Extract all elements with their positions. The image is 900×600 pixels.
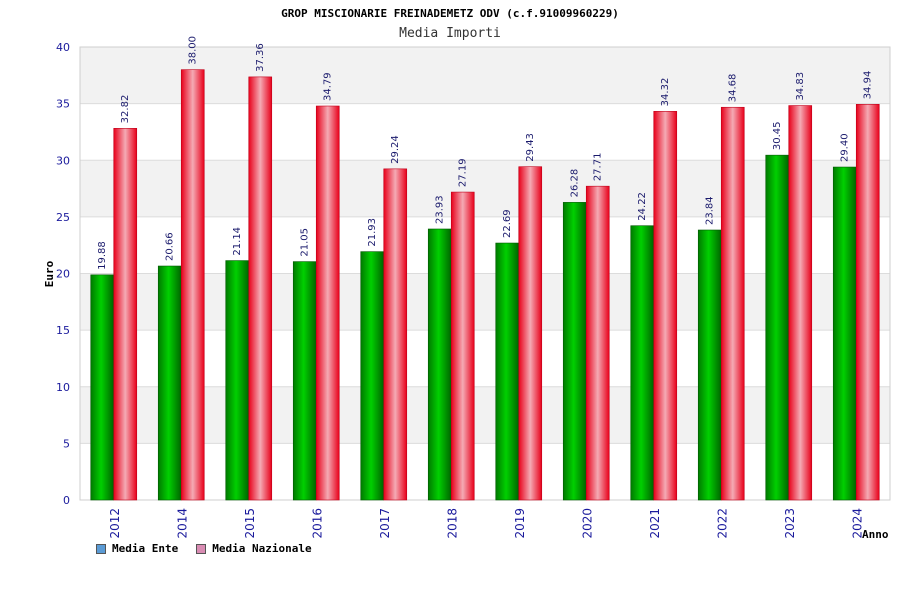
bar-media-nazionale xyxy=(855,104,880,501)
x-tick-label: 2022 xyxy=(715,508,729,539)
value-label: 34.32 xyxy=(660,78,671,107)
value-label: 32.82 xyxy=(120,95,131,124)
x-tick-label: 2017 xyxy=(378,508,392,539)
bar-media-nazionale xyxy=(248,76,273,501)
bar-media-ente xyxy=(495,242,520,501)
value-label: 29.24 xyxy=(390,135,401,164)
legend-item-media-ente: Media Ente xyxy=(96,542,178,555)
y-tick-label: 10 xyxy=(56,381,70,394)
bar-media-ente xyxy=(360,251,385,501)
legend: Media Ente Media Nazionale xyxy=(96,542,312,555)
value-label: 27.19 xyxy=(458,158,469,187)
plot-border xyxy=(79,46,891,501)
bar-media-nazionale xyxy=(315,105,340,501)
y-tick-label: 0 xyxy=(63,494,70,507)
value-label: 37.36 xyxy=(255,43,266,72)
grid-band xyxy=(80,160,890,217)
y-tick-label: 30 xyxy=(56,154,70,167)
x-tick-label: 2018 xyxy=(445,508,459,539)
x-tick-label: 2014 xyxy=(175,508,189,539)
value-label: 34.94 xyxy=(863,71,874,100)
value-label: 23.84 xyxy=(705,196,716,225)
value-label: 21.14 xyxy=(232,227,243,256)
value-label: 26.28 xyxy=(570,169,581,198)
y-tick-label: 5 xyxy=(63,437,70,450)
value-label: 22.69 xyxy=(502,209,513,238)
x-tick-label: 2023 xyxy=(783,508,797,539)
value-label: 19.88 xyxy=(97,241,108,270)
value-label: 21.05 xyxy=(300,228,311,257)
x-tick-label: 2012 xyxy=(108,508,122,539)
bar-media-nazionale xyxy=(585,185,610,501)
y-tick-label: 15 xyxy=(56,324,70,337)
x-tick-label: 2016 xyxy=(310,508,324,539)
x-tick-label: 2015 xyxy=(243,508,257,539)
y-axis-label: Euro xyxy=(43,260,56,287)
value-label: 23.93 xyxy=(435,195,446,224)
grid-band xyxy=(80,273,890,331)
bar-media-nazionale xyxy=(383,168,408,501)
value-label: 34.83 xyxy=(795,72,806,101)
bar-media-ente xyxy=(292,261,317,501)
legend-swatch-media-ente xyxy=(96,543,106,554)
chart-subtitle: Media Importi xyxy=(399,26,501,41)
grid-band xyxy=(80,47,890,104)
value-label: 34.68 xyxy=(728,74,739,103)
legend-label-media-nazionale: Media Nazionale xyxy=(212,542,312,555)
x-tick-label: 2020 xyxy=(580,508,594,539)
bar-media-ente xyxy=(832,166,857,501)
bar-media-ente xyxy=(90,274,115,501)
value-label: 20.66 xyxy=(165,232,176,261)
plot-area: 0 5 10 15 20 25 30 35 40 19.88 32.82 2012 20.66 38.00… xyxy=(56,36,891,539)
x-tick-label: 2019 xyxy=(513,508,527,539)
bar-media-nazionale xyxy=(653,111,678,501)
chart-title: GROP MISCIONARIE FREINADEMETZ ODV (c.f.9… xyxy=(281,7,619,20)
value-label: 29.43 xyxy=(525,133,536,162)
grid-band xyxy=(80,443,890,500)
bar-media-ente xyxy=(630,225,655,501)
value-label: 38.00 xyxy=(188,36,199,65)
y-tick-label: 25 xyxy=(56,211,70,224)
bar-media-nazionale xyxy=(518,166,543,501)
bar-media-ente xyxy=(697,229,722,501)
x-axis-label: Anno xyxy=(862,528,889,541)
x-tick-label: 2024 xyxy=(850,508,864,539)
grid-band xyxy=(80,216,890,274)
bar-media-nazionale xyxy=(113,128,138,501)
bar-media-ente xyxy=(157,265,182,501)
value-label: 24.22 xyxy=(637,192,648,221)
y-tick-label: 20 xyxy=(56,268,70,281)
legend-label-media-ente: Media Ente xyxy=(112,542,179,555)
value-label: 29.40 xyxy=(840,133,851,162)
y-tick-label: 40 xyxy=(56,41,70,54)
bar-media-ente xyxy=(765,154,790,501)
bar-media-nazionale xyxy=(720,106,745,501)
bar-media-nazionale xyxy=(450,191,475,501)
value-label: 34.79 xyxy=(323,72,334,101)
bar-media-ente xyxy=(562,202,587,501)
bar-media-nazionale xyxy=(180,69,205,501)
grid-band xyxy=(80,103,890,161)
legend-swatch-media-nazionale xyxy=(196,543,207,554)
value-label: 21.93 xyxy=(367,218,378,247)
grid-band xyxy=(80,330,890,387)
value-label: 30.45 xyxy=(772,122,783,151)
y-tick-label: 35 xyxy=(56,98,70,111)
bar-media-ente xyxy=(427,228,452,501)
grid-band xyxy=(80,386,890,444)
legend-item-media-nazionale: Media Nazionale xyxy=(196,542,312,555)
value-label: 27.71 xyxy=(593,153,604,182)
x-tick-label: 2021 xyxy=(648,508,662,539)
bar-media-nazionale xyxy=(788,105,813,501)
bar-media-ente xyxy=(225,260,250,501)
